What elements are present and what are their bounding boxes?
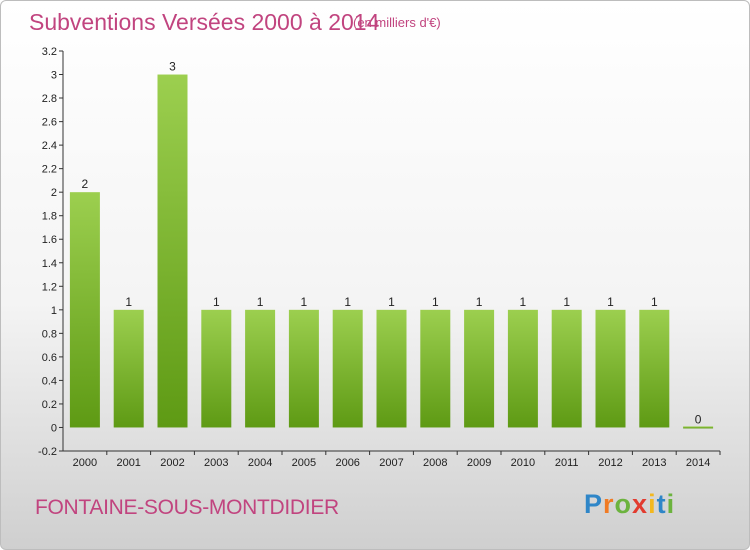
y-tick-label: 2.8 [42, 93, 57, 105]
data-label: 1 [432, 295, 439, 309]
bar [201, 309, 232, 428]
x-tick-label: 2012 [598, 457, 622, 469]
proxiti-logo[interactable]: Proxiti [584, 489, 675, 520]
bar [332, 309, 363, 428]
y-tick-label: 3.2 [42, 46, 57, 58]
bar [69, 192, 100, 428]
commune-name: FONTAINE-SOUS-MONTDIDIER [35, 496, 339, 519]
x-tick-label: 2002 [160, 457, 184, 469]
x-tick-label: 2001 [116, 457, 140, 469]
x-tick-label: 2006 [335, 457, 359, 469]
y-tick-label: -0.2 [38, 446, 57, 458]
logo-letter: P [584, 489, 604, 519]
data-label: 1 [520, 295, 527, 309]
data-label: 1 [563, 295, 570, 309]
bar [639, 309, 670, 428]
x-tick-label: 2014 [686, 457, 710, 469]
data-label: 2 [82, 177, 89, 191]
data-label: 1 [607, 295, 614, 309]
data-label: 1 [388, 295, 395, 309]
x-tick-label: 2013 [642, 457, 666, 469]
data-label: 1 [651, 295, 658, 309]
x-tick-label: 2007 [379, 457, 403, 469]
logo-letter: i [648, 489, 657, 519]
y-tick-label: 2 [51, 187, 57, 199]
y-tick-label: 1.8 [42, 211, 57, 223]
x-tick-label: 2008 [423, 457, 447, 469]
x-tick-label: 2005 [292, 457, 316, 469]
y-tick-label: 1.4 [42, 258, 57, 270]
chart-title: Subventions Versées 2000 à 2014 [29, 9, 380, 35]
bar [595, 309, 626, 428]
x-tick-label: 2011 [555, 457, 579, 469]
logo-letter: r [603, 489, 615, 519]
y-tick-label: 0.2 [42, 399, 57, 411]
logo-letter: x [632, 489, 649, 519]
y-tick-label: 2.6 [42, 117, 57, 129]
chart-subtitle: (en milliers d'€) [353, 15, 441, 30]
data-label: 1 [213, 295, 220, 309]
y-tick-label: 3 [51, 70, 57, 82]
y-tick-label: 1.2 [42, 281, 57, 293]
data-label: 1 [476, 295, 483, 309]
data-label: 1 [344, 295, 351, 309]
bar [113, 309, 144, 428]
x-tick-label: 2003 [204, 457, 228, 469]
x-tick-label: 2010 [511, 457, 535, 469]
x-tick-label: 2000 [73, 457, 97, 469]
y-tick-label: 0.6 [42, 352, 57, 364]
y-tick-label: 1 [51, 305, 57, 317]
y-tick-label: 0 [51, 422, 57, 434]
bar [157, 74, 188, 428]
bar [464, 309, 495, 428]
data-label: 1 [257, 295, 264, 309]
y-tick-label: 0.4 [42, 375, 57, 387]
logo-letter: o [614, 489, 633, 519]
x-tick-label: 2009 [467, 457, 491, 469]
bar [507, 309, 538, 428]
y-tick-label: 2.2 [42, 164, 57, 176]
data-label: 1 [301, 295, 308, 309]
data-label: 1 [125, 295, 132, 309]
bar [245, 309, 276, 428]
bar [683, 426, 714, 429]
bar [376, 309, 407, 428]
x-tick-label: 2004 [248, 457, 272, 469]
y-tick-label: 1.6 [42, 234, 57, 246]
bar [551, 309, 582, 428]
bar [420, 309, 451, 428]
y-tick-label: 0.8 [42, 328, 57, 340]
y-tick-label: 2.4 [42, 140, 57, 152]
bar [288, 309, 319, 428]
data-label: 0 [695, 412, 702, 426]
logo-letter: t [656, 489, 667, 519]
logo-letter: i [666, 489, 676, 519]
data-label: 3 [169, 60, 176, 74]
